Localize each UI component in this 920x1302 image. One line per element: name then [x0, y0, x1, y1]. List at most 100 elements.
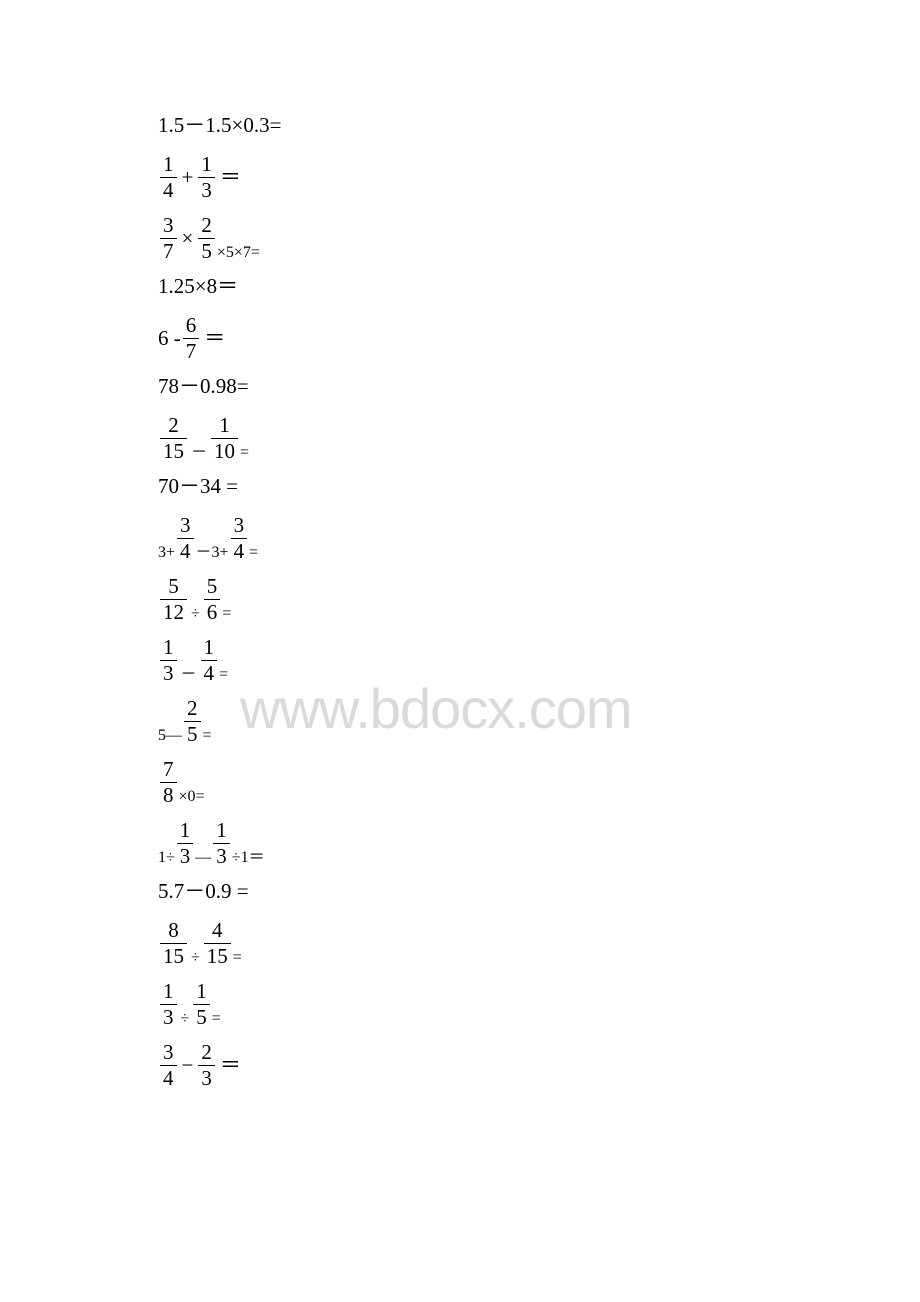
fraction: 1 3 — [177, 820, 194, 867]
numerator: 3 — [231, 515, 248, 538]
equation-row: 5— 2 5 = — [158, 698, 920, 745]
equation-row: 3 7 × 2 5 ×5×7= — [158, 215, 920, 262]
equation-row: 5 12 ÷ 5 6 = — [158, 576, 920, 623]
denominator: 7 — [183, 338, 200, 362]
equation-lead: 5— — [158, 728, 182, 745]
numerator: 5 — [204, 576, 221, 599]
equals: = — [203, 728, 212, 745]
numerator: 2 — [198, 1042, 215, 1065]
equation-row: 2 15 － 1 10 = — [158, 415, 920, 462]
equation-row: 1.5－1.5×0.3= — [158, 115, 920, 136]
equation-mid: — — [195, 850, 211, 867]
equation-row: 1.25×8＝ — [158, 276, 920, 297]
operator: × — [182, 228, 194, 249]
equation-lead: 1÷ — [158, 850, 175, 867]
denominator: 15 — [160, 943, 187, 967]
numerator: 1 — [193, 981, 210, 1004]
equals: ÷1＝ — [232, 850, 265, 867]
denominator: 3 — [160, 1004, 177, 1028]
equation-suffix: ×0= — [179, 789, 205, 806]
equation-text: 78－0.98= — [158, 376, 249, 397]
denominator: 4 — [160, 177, 177, 201]
numerator: 2 — [165, 415, 182, 438]
fraction: 6 7 — [183, 315, 200, 362]
fraction: 2 5 — [198, 215, 215, 262]
numerator: 5 — [165, 576, 182, 599]
equation-row: 3 4 − 2 3 ＝ — [158, 1042, 920, 1089]
equals: = — [249, 545, 258, 562]
equals: = — [233, 950, 242, 967]
equation-text: 1.5－1.5×0.3= — [158, 115, 281, 136]
equation-row: 1 3 － 1 4 = — [158, 637, 920, 684]
denominator: 3 — [213, 843, 230, 867]
fraction: 1 4 — [160, 154, 177, 201]
denominator: 12 — [160, 599, 187, 623]
numerator: 2 — [184, 698, 201, 721]
equation-row: 3+ 3 4 －3+ 3 4 = — [158, 515, 920, 562]
equation-page: 1.5－1.5×0.3= 1 4 + 1 3 ＝ 3 7 × 2 5 — [0, 0, 920, 1089]
numerator: 1 — [201, 637, 218, 660]
equation-row: 1 3 ÷ 1 5 = — [158, 981, 920, 1028]
denominator: 7 — [160, 238, 177, 262]
equation-lead: 3+ — [158, 545, 175, 562]
fraction: 1 3 — [213, 820, 230, 867]
denominator: 5 — [198, 238, 215, 262]
equals: = — [222, 606, 231, 623]
numerator: 1 — [177, 820, 194, 843]
denominator: 4 — [160, 1065, 177, 1089]
numerator: 1 — [160, 637, 177, 660]
equation-row: 7 8 ×0= — [158, 759, 920, 806]
fraction: 2 3 — [198, 1042, 215, 1089]
denominator: 10 — [211, 438, 238, 462]
equation-list: 1.5－1.5×0.3= 1 4 + 1 3 ＝ 3 7 × 2 5 — [158, 115, 920, 1089]
numerator: 1 — [213, 820, 230, 843]
equals: = — [240, 445, 249, 462]
equals: = — [219, 667, 228, 684]
fraction: 7 8 — [160, 759, 177, 806]
fraction: 5 6 — [204, 576, 221, 623]
fraction: 1 3 — [160, 637, 177, 684]
denominator: 15 — [160, 438, 187, 462]
denominator: 4 — [231, 538, 248, 562]
fraction: 4 15 — [204, 920, 231, 967]
denominator: 5 — [184, 721, 201, 745]
denominator: 3 — [198, 177, 215, 201]
numerator: 3 — [160, 1042, 177, 1065]
equation-row: 5.7－0.9 = — [158, 881, 920, 902]
operator: － — [191, 445, 207, 462]
denominator: 3 — [177, 843, 194, 867]
equals: = — [212, 1011, 221, 1028]
operator: － — [181, 667, 197, 684]
equation-row: 1 4 + 1 3 ＝ — [158, 154, 920, 201]
operator: − — [182, 1055, 194, 1076]
fraction: 2 15 — [160, 415, 187, 462]
numerator: 6 — [183, 315, 200, 338]
fraction: 3 4 — [177, 515, 194, 562]
equation-row: 8 15 ÷ 4 15 = — [158, 920, 920, 967]
numerator: 1 — [160, 154, 177, 177]
numerator: 3 — [177, 515, 194, 538]
numerator: 8 — [165, 920, 182, 943]
equation-text: 5.7－0.9 = — [158, 881, 249, 902]
fraction: 1 3 — [160, 981, 177, 1028]
fraction: 1 4 — [201, 637, 218, 684]
equation-row: 1÷ 1 3 — 1 3 ÷1＝ — [158, 820, 920, 867]
denominator: 4 — [201, 660, 218, 684]
fraction: 3 4 — [231, 515, 248, 562]
equation-mid: －3+ — [196, 545, 229, 562]
denominator: 6 — [204, 599, 221, 623]
equation-row: 78－0.98= — [158, 376, 920, 397]
equals: ＝ — [204, 328, 225, 349]
numerator: 7 — [160, 759, 177, 782]
numerator: 4 — [209, 920, 226, 943]
numerator: 1 — [198, 154, 215, 177]
operator: ÷ — [191, 606, 200, 623]
equals: ＝ — [220, 167, 241, 188]
fraction: 1 3 — [198, 154, 215, 201]
denominator: 15 — [204, 943, 231, 967]
numerator: 2 — [198, 215, 215, 238]
equation-text: 70－34 = — [158, 476, 238, 497]
fraction: 3 4 — [160, 1042, 177, 1089]
fraction: 2 5 — [184, 698, 201, 745]
equals: ＝ — [220, 1055, 241, 1076]
